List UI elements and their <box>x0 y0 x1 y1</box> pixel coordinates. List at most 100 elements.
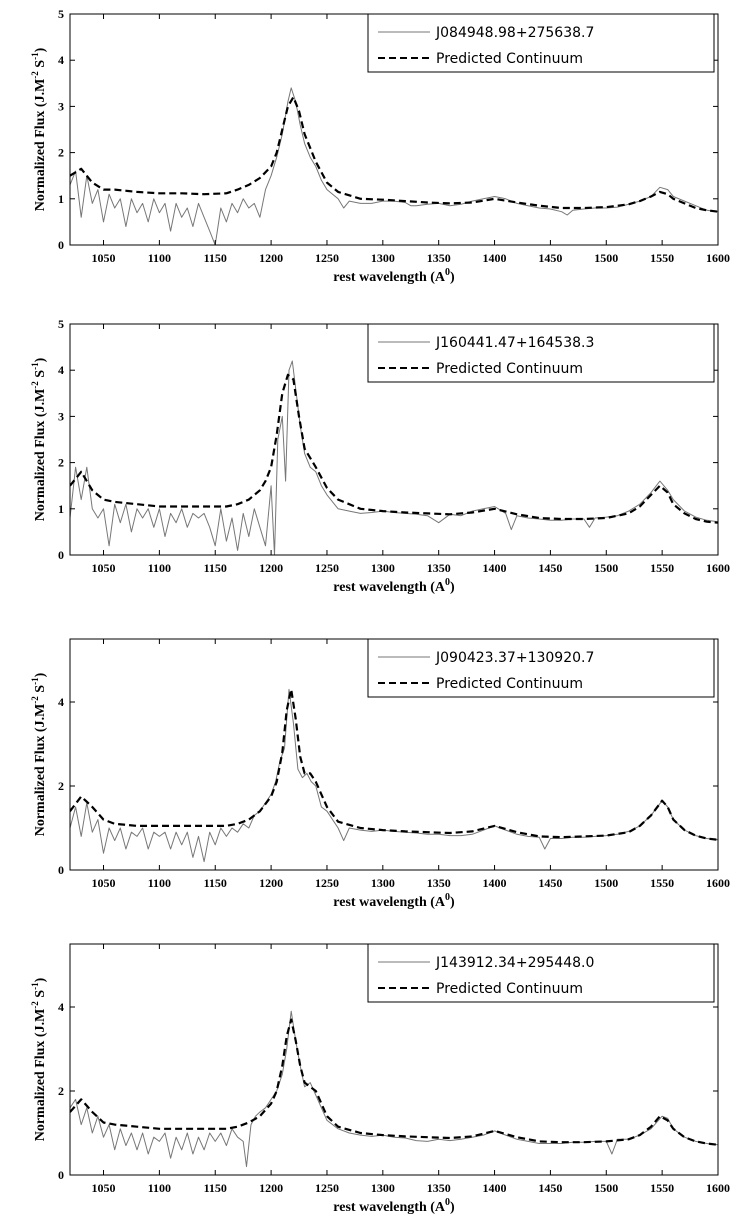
x-tick-label: 1200 <box>259 561 283 575</box>
x-tick-label: 1050 <box>92 251 116 265</box>
series-line-spectrum <box>70 87 718 245</box>
x-tick-label: 1500 <box>594 251 618 265</box>
series-line-spectrum <box>70 360 718 555</box>
x-tick-label: 1100 <box>148 561 171 575</box>
x-tick-label: 1250 <box>315 1181 339 1195</box>
x-tick-label: 1150 <box>204 251 227 265</box>
y-tick-label: 4 <box>58 695 64 709</box>
chart-panel-4: 1050 1100 1150 1200 1250 1300 1350 1400 1450 1500… <box>0 930 740 1220</box>
x-tick-label: 1250 <box>315 251 339 265</box>
x-tick-label: 1400 <box>483 1181 507 1195</box>
y-axis-label: Normalized Flux (J.M-2 S-1) <box>30 977 48 1141</box>
chart-svg-3: 1050 1100 1150 1200 1250 1300 1350 1400 1450 1500… <box>30 638 730 910</box>
y-tick-label: 3 <box>58 99 64 113</box>
x-axis-label: rest wavelength (A0) <box>333 267 455 285</box>
x-tick-label: 1200 <box>259 1181 283 1195</box>
x-axis-label: rest wavelength (A0) <box>333 577 455 595</box>
chart-svg-1: 1050 1100 1150 1200 1250 1300 1350 1400 1450 1500… <box>30 7 730 285</box>
legend-label: J143912.34+295448.0 <box>435 955 594 971</box>
y-tick-label: 2 <box>58 146 64 160</box>
x-tick-label: 1350 <box>427 561 451 575</box>
y-tick-label: 2 <box>58 456 64 470</box>
y-axis-label: Normalized Flux (J.M-2 S-1) <box>30 47 48 211</box>
y-tick-label: 2 <box>58 1084 64 1098</box>
x-tick-label: 1100 <box>148 1181 171 1195</box>
x-axis-label: rest wavelength (A0) <box>333 892 455 910</box>
chart-svg-2: 1050 1100 1150 1200 1250 1300 1350 1400 1450 1500… <box>30 317 730 595</box>
x-tick-label: 1500 <box>594 876 618 890</box>
x-tick-label: 1150 <box>204 876 227 890</box>
y-tick-label: 1 <box>58 192 64 206</box>
y-tick-label: 1 <box>58 502 64 516</box>
chart-panel-1: 1050 1100 1150 1200 1250 1300 1350 1400 1450 1500… <box>0 0 740 290</box>
legend: J143912.34+295448.0 Predicted Continuum <box>367 943 715 1003</box>
x-tick-label: 1450 <box>538 561 562 575</box>
x-tick-label: 1050 <box>92 1181 116 1195</box>
y-tick-label: 4 <box>58 363 64 377</box>
y-tick-label: 4 <box>58 1000 64 1014</box>
y-tick-label: 3 <box>58 409 64 423</box>
x-tick-label: 1150 <box>204 561 227 575</box>
x-tick-label: 1250 <box>315 876 339 890</box>
x-tick-label: 1350 <box>427 876 451 890</box>
legend-label: Predicted Continuum <box>436 361 583 377</box>
y-tick-label: 0 <box>58 1168 64 1182</box>
y-tick-label: 0 <box>58 863 64 877</box>
x-tick-label: 1100 <box>148 876 171 890</box>
x-tick-label: 1550 <box>650 1181 674 1195</box>
chart-panel-3: 1050 1100 1150 1200 1250 1300 1350 1400 1450 1500… <box>0 625 740 915</box>
legend-label: Predicted Continuum <box>436 51 583 67</box>
legend-label: J160441.47+164538.3 <box>435 335 594 351</box>
y-tick-label: 5 <box>58 317 64 331</box>
y-axis-label: Normalized Flux (J.M-2 S-1) <box>30 672 48 836</box>
x-tick-label: 1350 <box>427 1181 451 1195</box>
x-tick-label: 1550 <box>650 876 674 890</box>
x-tick-label: 1600 <box>706 1181 730 1195</box>
x-tick-label: 1050 <box>92 876 116 890</box>
x-tick-label: 1200 <box>259 876 283 890</box>
legend: J160441.47+164538.3 Predicted Continuum <box>367 323 715 383</box>
x-tick-label: 1600 <box>706 561 730 575</box>
x-tick-label: 1300 <box>371 876 395 890</box>
x-tick-label: 1400 <box>483 251 507 265</box>
y-tick-label: 0 <box>58 548 64 562</box>
x-tick-label: 1450 <box>538 251 562 265</box>
x-axis-label: rest wavelength (A0) <box>333 1197 455 1215</box>
series-line-predicted-continuum <box>70 373 718 524</box>
x-tick-label: 1600 <box>706 876 730 890</box>
x-tick-label: 1200 <box>259 251 283 265</box>
y-tick-label: 2 <box>58 779 64 793</box>
y-tick-label: 4 <box>58 53 64 67</box>
x-tick-label: 1250 <box>315 561 339 575</box>
y-tick-label: 0 <box>58 238 64 252</box>
x-tick-label: 1500 <box>594 561 618 575</box>
legend: J090423.37+130920.7 Predicted Continuum <box>367 638 715 698</box>
y-axis-label: Normalized Flux (J.M-2 S-1) <box>30 357 48 521</box>
legend-label: Predicted Continuum <box>436 981 583 997</box>
x-tick-label: 1550 <box>650 561 674 575</box>
series-line-spectrum <box>70 688 718 863</box>
x-tick-label: 1450 <box>538 876 562 890</box>
x-tick-label: 1100 <box>148 251 171 265</box>
x-tick-label: 1500 <box>594 1181 618 1195</box>
series-line-predicted-continuum <box>70 1018 718 1146</box>
series-line-predicted-continuum <box>70 96 718 213</box>
x-tick-label: 1300 <box>371 561 395 575</box>
series-line-predicted-continuum <box>70 688 718 841</box>
chart-svg-4: 1050 1100 1150 1200 1250 1300 1350 1400 1450 1500… <box>30 943 730 1215</box>
x-tick-label: 1300 <box>371 251 395 265</box>
x-tick-label: 1350 <box>427 251 451 265</box>
y-tick-label: 5 <box>58 7 64 21</box>
x-tick-label: 1400 <box>483 561 507 575</box>
chart-panel-2: 1050 1100 1150 1200 1250 1300 1350 1400 1450 1500… <box>0 310 740 600</box>
x-tick-label: 1450 <box>538 1181 562 1195</box>
x-tick-label: 1150 <box>204 1181 227 1195</box>
legend-label: J090423.37+130920.7 <box>435 650 594 666</box>
legend-label: Predicted Continuum <box>436 676 583 692</box>
x-tick-label: 1300 <box>371 1181 395 1195</box>
x-tick-label: 1400 <box>483 876 507 890</box>
legend-label: J084948.98+275638.7 <box>435 25 594 41</box>
x-tick-label: 1600 <box>706 251 730 265</box>
x-tick-label: 1050 <box>92 561 116 575</box>
